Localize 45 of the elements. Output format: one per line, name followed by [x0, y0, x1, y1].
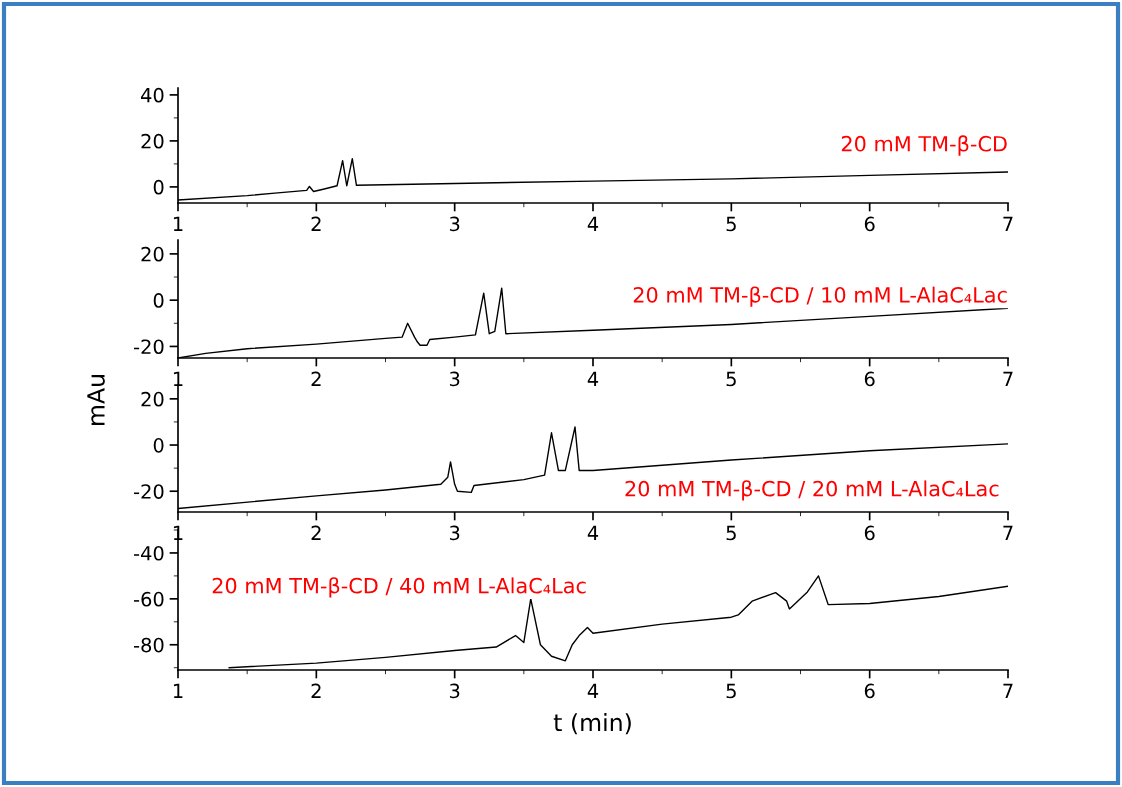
x-tick-label: 2	[311, 683, 321, 698]
y-tick-label: 0	[153, 179, 164, 195]
x-tick-label: 5	[726, 371, 736, 387]
x-tick-label: 7	[1003, 683, 1013, 698]
x-tick-label: 7	[1003, 216, 1013, 231]
y-tick-label: -80	[134, 637, 164, 653]
x-tick-label: 2	[311, 371, 321, 386]
y-tick-label: -20	[134, 339, 164, 355]
y-tick-label: 20	[141, 133, 164, 149]
x-tick-label: 3	[449, 216, 460, 232]
x-tick-label: 6	[864, 683, 875, 699]
y-axis-title: mAu	[87, 375, 105, 425]
y-tick-label: 0	[153, 293, 164, 308]
annotation: 20 mM TM-β-CD / 40 mM L-AlaC₄Lac	[212, 577, 586, 598]
x-tick-label: 4	[587, 371, 599, 386]
y-tick-label: 20	[141, 246, 164, 262]
y-tick-label: 20	[141, 391, 164, 407]
y-tick-label: 0	[153, 437, 164, 453]
annotation: 20 mM TM-β-CD / 10 mM L-AlaC₄Lac	[633, 286, 1007, 307]
x-tick-label: 3	[449, 525, 460, 541]
x-tick-label: 6	[864, 371, 875, 387]
x-tick-label: 6	[864, 216, 875, 232]
y-tick-label: 40	[141, 87, 164, 103]
x-tick-label: 6	[864, 525, 875, 541]
x-tick-label: 3	[449, 683, 460, 699]
x-tick-label: 3	[449, 371, 460, 387]
x-tick-label: 2	[311, 216, 321, 231]
x-tick-label: 5	[726, 525, 736, 541]
x-tick-label: 7	[1003, 525, 1013, 540]
annotation: 20 mM TM-β-CD / 20 mM L-AlaC₄Lac	[625, 480, 999, 501]
x-tick-label: 1	[173, 216, 183, 231]
x-axis-title: t (min)	[553, 713, 631, 735]
annotation: 20 mM TM-β-CD	[841, 135, 1007, 156]
x-tick-label: 5	[726, 216, 736, 232]
x-tick-label: 7	[1003, 371, 1013, 386]
x-tick-label: 4	[587, 683, 599, 698]
x-tick-label: 1	[173, 683, 183, 698]
x-tick-label: 1	[173, 371, 183, 386]
y-tick-label: -60	[134, 591, 164, 607]
x-tick-label: 5	[726, 683, 736, 699]
y-tick-label: -40	[134, 545, 164, 561]
x-tick-label: 2	[311, 525, 321, 540]
y-tick-label: -20	[134, 484, 164, 499]
x-tick-label: 4	[587, 216, 599, 231]
x-tick-label: 4	[587, 525, 599, 540]
